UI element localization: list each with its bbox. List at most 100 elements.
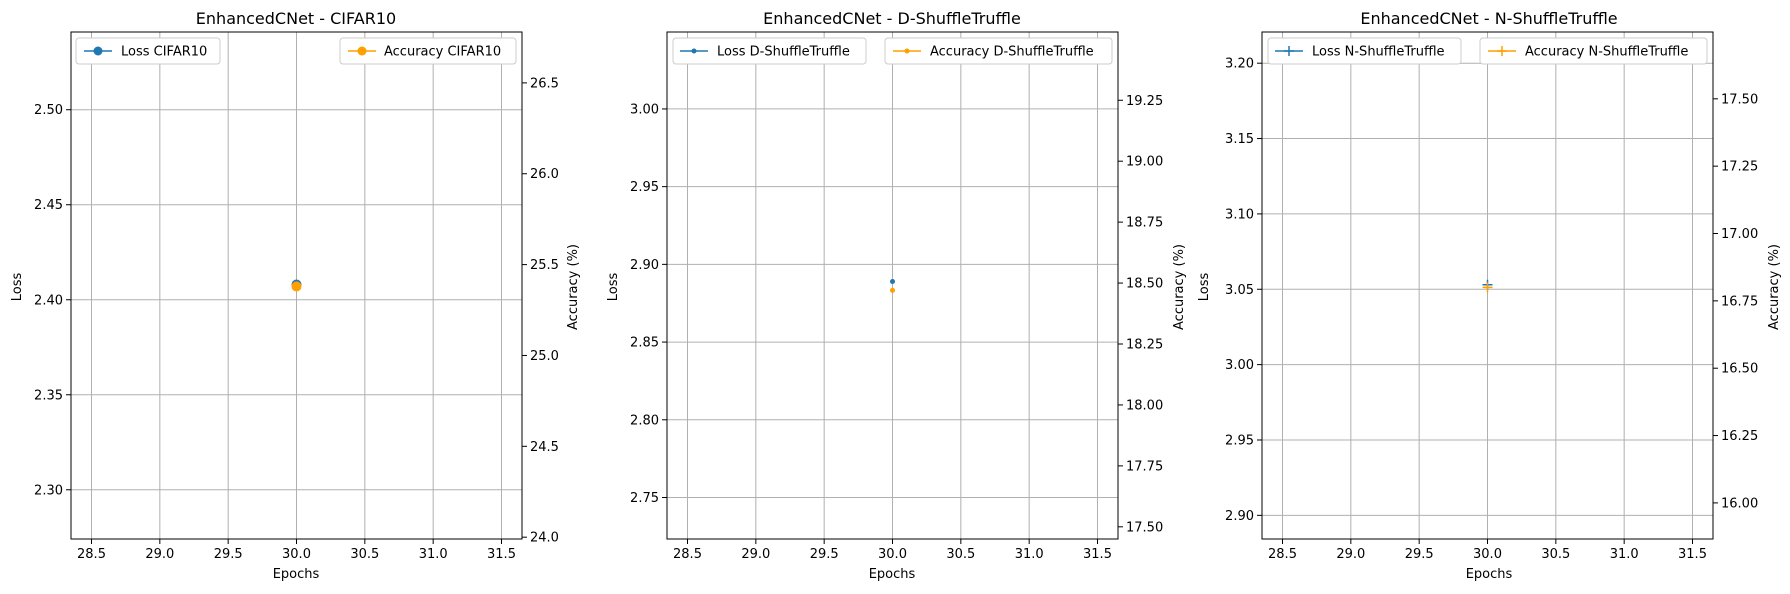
x-tick-label: 31.0 — [1015, 547, 1044, 562]
data-point — [890, 287, 895, 293]
x-tick-label: 31.5 — [487, 547, 516, 562]
y-tick-label-accuracy: 24.0 — [530, 531, 559, 546]
y-axis-label-loss: Loss — [10, 273, 25, 302]
y-tick-label-loss: 2.80 — [630, 413, 659, 428]
x-tick-label: 29.0 — [145, 547, 174, 562]
subplot-title: EnhancedCNet - CIFAR10 — [196, 9, 396, 28]
legend-label: Accuracy N-ShuffleTruffle — [1525, 45, 1688, 60]
legend-marker — [904, 48, 910, 54]
y-tick-label-loss: 2.90 — [1225, 509, 1254, 524]
y-tick-label-loss: 3.00 — [1225, 358, 1254, 373]
y-tick-label-accuracy: 16.25 — [1721, 429, 1758, 444]
legend-accuracy: Accuracy CIFAR10 — [339, 37, 517, 65]
y-tick-label-accuracy: 19.00 — [1126, 155, 1163, 170]
plot-frame — [1261, 31, 1714, 540]
y-tick-label-loss: 3.10 — [1225, 207, 1254, 222]
x-tick-label: 28.5 — [1268, 547, 1297, 562]
y-tick-label-accuracy: 18.50 — [1126, 277, 1163, 292]
legend-label: Accuracy D-ShuffleTruffle — [930, 45, 1094, 60]
y-tick-label-loss: 3.15 — [1225, 132, 1254, 147]
legend-loss: Loss CIFAR10 — [75, 37, 221, 65]
x-tick-label: 29.0 — [741, 547, 770, 562]
legend-loss: Loss N-ShuffleTruffle — [1267, 37, 1462, 65]
y-tick-label-accuracy: 25.5 — [530, 258, 559, 273]
legend-accuracy: Accuracy N-ShuffleTruffle — [1479, 37, 1708, 65]
y-axis-label-accuracy: Accuracy (%) — [566, 244, 581, 330]
x-tick-label: 31.0 — [419, 547, 448, 562]
legend-label: Loss CIFAR10 — [121, 45, 207, 60]
y-tick-label-accuracy: 17.50 — [1721, 92, 1758, 107]
data-point — [291, 281, 302, 292]
y-tick-label-accuracy: 26.5 — [530, 76, 559, 91]
y-tick-label-loss: 2.35 — [34, 388, 63, 403]
y-tick-label-loss: 2.85 — [630, 336, 659, 351]
series-right — [1482, 282, 1493, 293]
x-tick-label: 29.0 — [1336, 547, 1365, 562]
legend-marker — [1284, 46, 1294, 56]
y-tick-label-accuracy: 18.75 — [1126, 216, 1163, 231]
plot-area: 28.5 29.0 29.5 30.0 30.5 31.0 31.5 2.30 2.35 2.40… — [34, 31, 559, 562]
y-tick-label-loss: 2.40 — [34, 293, 63, 308]
plot-area: 28.5 29.0 29.5 30.0 30.5 31.0 31.5 2.90 2.95 3.00… — [1225, 31, 1758, 562]
plot-frame — [70, 31, 523, 540]
legend-accuracy: Accuracy D-ShuffleTruffle — [884, 37, 1113, 65]
data-point — [890, 278, 895, 284]
x-tick-label: 30.0 — [878, 547, 907, 562]
series-right — [291, 281, 302, 292]
x-tick-label: 29.5 — [810, 547, 839, 562]
subplot-d-shuffletruffle: EnhancedCNet - D-ShuffleTruffle Epochs L… — [606, 9, 1187, 582]
x-tick-label: 30.0 — [1473, 547, 1502, 562]
y-tick-label-loss: 3.00 — [630, 102, 659, 117]
y-tick-label-accuracy: 16.50 — [1721, 362, 1758, 377]
y-tick-label-loss: 2.30 — [34, 483, 63, 498]
x-axis-label: Epochs — [869, 567, 916, 582]
y-tick-label-loss: 2.95 — [1225, 433, 1254, 448]
y-tick-label-loss: 2.95 — [630, 180, 659, 195]
y-tick-label-accuracy: 16.00 — [1721, 496, 1758, 511]
x-tick-label: 29.5 — [1405, 547, 1434, 562]
y-tick-label-loss: 3.05 — [1225, 283, 1254, 298]
x-tick-label: 29.5 — [214, 547, 243, 562]
y-tick-label-loss: 2.75 — [630, 491, 659, 506]
y-tick-label-loss: 2.45 — [34, 198, 63, 213]
legend-label: Loss N-ShuffleTruffle — [1312, 45, 1445, 60]
y-tick-label-accuracy: 17.50 — [1126, 520, 1163, 535]
y-tick-label-accuracy: 24.5 — [530, 440, 559, 455]
x-tick-label: 28.5 — [77, 547, 106, 562]
y-tick-label-accuracy: 26.0 — [530, 167, 559, 182]
y-tick-label-accuracy: 17.25 — [1721, 160, 1758, 175]
subplot-cifar10: EnhancedCNet - CIFAR10 Epochs Loss Accur… — [10, 9, 581, 582]
y-tick-label-accuracy: 18.25 — [1126, 338, 1163, 353]
y-tick-label-accuracy: 18.00 — [1126, 398, 1163, 413]
plot-frame — [666, 31, 1119, 540]
legend-label: Accuracy CIFAR10 — [384, 45, 501, 60]
y-axis-label-accuracy: Accuracy (%) — [1172, 244, 1187, 330]
plot-area: 28.5 29.0 29.5 30.0 30.5 31.0 31.5 2.75 2.80 2.85… — [630, 31, 1163, 562]
x-tick-label: 30.5 — [350, 547, 379, 562]
y-axis-label-loss: Loss — [1197, 273, 1212, 302]
legend-marker — [93, 46, 103, 56]
legend-marker — [357, 46, 367, 56]
x-tick-label: 31.5 — [1678, 547, 1707, 562]
data-point — [1482, 282, 1493, 293]
y-tick-label-accuracy: 19.25 — [1126, 94, 1163, 109]
legend-loss: Loss D-ShuffleTruffle — [672, 37, 867, 65]
x-axis-label: Epochs — [273, 567, 320, 582]
y-tick-label-loss: 2.90 — [630, 258, 659, 273]
x-tick-label: 30.0 — [282, 547, 311, 562]
y-tick-label-accuracy: 17.00 — [1721, 227, 1758, 242]
subplot-n-shuffletruffle: EnhancedCNet - N-ShuffleTruffle Epochs L… — [1197, 9, 1782, 582]
y-tick-label-loss: 3.20 — [1225, 57, 1254, 72]
x-tick-label: 31.5 — [1083, 547, 1112, 562]
y-axis-label-accuracy: Accuracy (%) — [1767, 244, 1782, 330]
legend-marker — [1497, 46, 1507, 56]
subplot-title: EnhancedCNet - D-ShuffleTruffle — [763, 9, 1021, 28]
y-tick-label-accuracy: 25.0 — [530, 349, 559, 364]
x-tick-label: 30.5 — [946, 547, 975, 562]
legend-marker — [691, 48, 697, 54]
legend-label: Loss D-ShuffleTruffle — [717, 45, 850, 60]
x-tick-label: 28.5 — [673, 547, 702, 562]
series-right — [890, 287, 895, 293]
